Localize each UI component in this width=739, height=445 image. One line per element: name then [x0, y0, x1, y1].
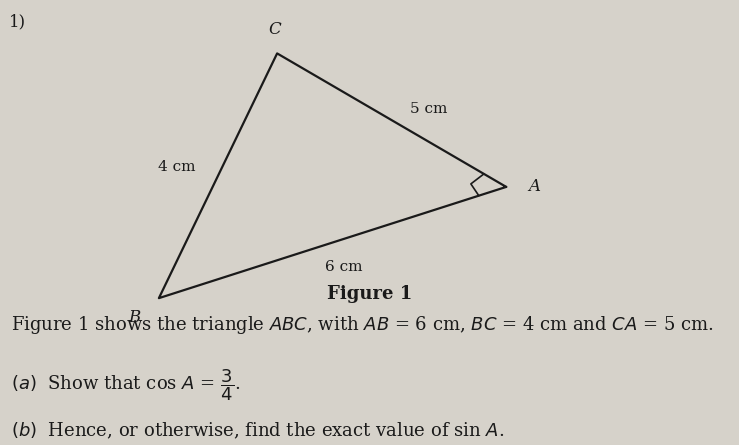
Text: B: B — [128, 309, 140, 326]
Text: Figure 1 shows the triangle $\mathit{ABC}$, with $\mathit{AB}$ = 6 cm, $\mathit{: Figure 1 shows the triangle $\mathit{ABC… — [11, 314, 714, 336]
Text: 6 cm: 6 cm — [325, 260, 362, 274]
Text: $(b)$  Hence, or otherwise, find the exact value of sin $\mathit{A}$.: $(b)$ Hence, or otherwise, find the exac… — [11, 421, 504, 441]
Text: 4 cm: 4 cm — [158, 160, 196, 174]
Text: Figure 1: Figure 1 — [327, 285, 412, 303]
Text: 1): 1) — [9, 13, 26, 30]
Text: C: C — [268, 21, 282, 38]
Text: $(a)$  Show that cos $\mathit{A}$ = $\dfrac{3}{4}$.: $(a)$ Show that cos $\mathit{A}$ = $\dfr… — [11, 367, 241, 403]
Text: 5 cm: 5 cm — [410, 102, 448, 116]
Text: A: A — [528, 178, 540, 195]
